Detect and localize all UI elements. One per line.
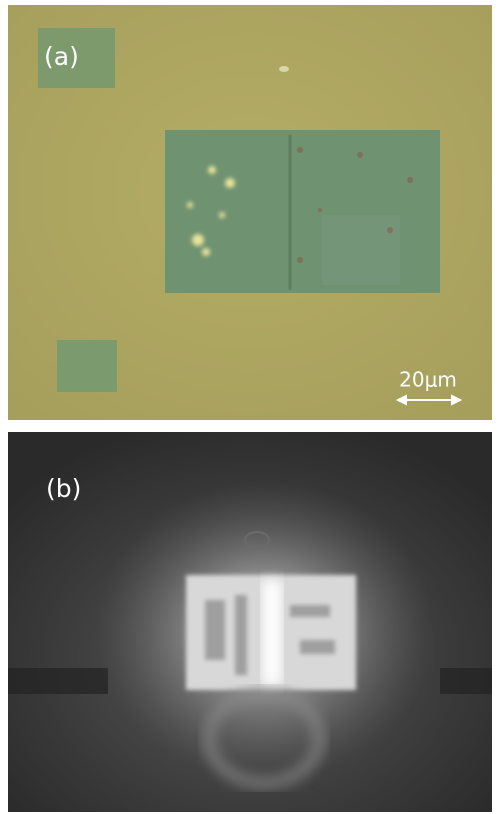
- panel-b: (b): [8, 432, 492, 812]
- pad-square: [57, 340, 117, 392]
- panel-label: (b): [46, 474, 81, 503]
- scale-bar-label: 20μm: [399, 368, 457, 392]
- panel-label: (a): [44, 42, 79, 71]
- particle: [279, 66, 289, 72]
- figure: (a) 20μm (b): [0, 0, 499, 814]
- panel-a: (a) 20μm: [8, 5, 492, 420]
- device-subregion: [322, 215, 400, 285]
- shadow-band: [440, 668, 492, 694]
- shadow-band: [8, 668, 108, 694]
- page: {"panels": [{"label": "(a)", "scale_bar"…: [0, 0, 499, 814]
- bright-stripe: [262, 580, 282, 685]
